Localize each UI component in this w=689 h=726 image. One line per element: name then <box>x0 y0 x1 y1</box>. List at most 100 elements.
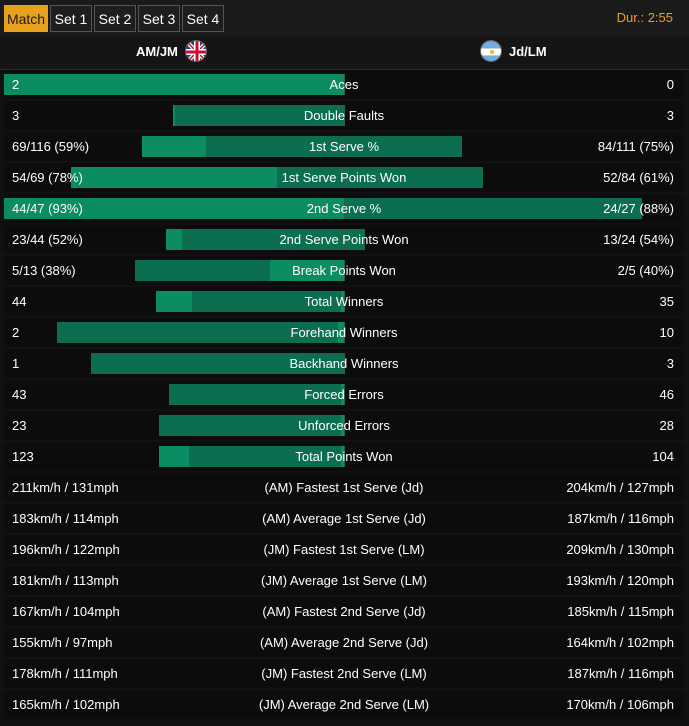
center-divider <box>344 105 345 126</box>
right-value: 104 <box>652 449 674 464</box>
right-value: 13/24 (54%) <box>603 232 674 247</box>
tab-bar: Match Set 1 Set 2 Set 3 Set 4 Dur.: 2:55 <box>0 0 689 37</box>
speed-label: (JM) Average 1st Serve (LM) <box>261 573 427 588</box>
right-value: 46 <box>659 387 674 402</box>
tab-set-4[interactable]: Set 4 <box>182 5 224 32</box>
serve-speed-row: 165km/h / 102mph (JM) Average 2nd Serve (… <box>4 690 684 719</box>
serve-speed-row: 167km/h / 104mph (AM) Fastest 2nd Serve (… <box>4 597 684 626</box>
stat-row: 23/44 (52%) 2nd Serve Points Won 13/24 (54… <box>4 225 684 254</box>
left-speed: 211km/h / 131mph <box>12 480 119 495</box>
right-bar <box>192 291 341 312</box>
left-speed: 167km/h / 104mph <box>12 604 120 619</box>
stat-row: 43 Forced Errors 46 <box>4 380 684 409</box>
center-divider <box>344 291 345 312</box>
tab-match[interactable]: Match <box>4 5 48 32</box>
center-divider <box>344 198 345 219</box>
right-value: 24/27 (88%) <box>603 201 674 216</box>
stat-label: Backhand Winners <box>289 356 399 371</box>
stat-label: Forced Errors <box>304 387 384 402</box>
left-value: 23/44 (52%) <box>12 232 83 247</box>
players-header: AM/JM Jd/LM <box>0 36 689 70</box>
center-divider <box>344 384 345 405</box>
right-bar <box>159 415 341 436</box>
stat-label: Unforced Errors <box>298 418 390 433</box>
right-speed: 187km/h / 116mph <box>567 666 674 681</box>
stat-label: 1st Serve % <box>308 139 380 154</box>
stat-row: 54/69 (78%) 1st Serve Points Won 52/84 (61… <box>4 163 684 192</box>
serve-speed-row: 155km/h / 97mph (AM) Average 2nd Serve (J… <box>4 628 684 657</box>
right-speed: 187km/h / 116mph <box>567 511 674 526</box>
right-bar <box>175 105 344 126</box>
right-value: 35 <box>659 294 674 309</box>
stat-row: 1 Backhand Winners 3 <box>4 349 684 378</box>
serve-speed-row: 196km/h / 122mph (JM) Fastest 1st Serve (… <box>4 535 684 564</box>
stat-row: 23 Unforced Errors 28 <box>4 411 684 440</box>
left-speed: 196km/h / 122mph <box>12 542 120 557</box>
left-bar <box>4 74 344 95</box>
speed-label: (JM) Average 2nd Serve (LM) <box>258 697 430 712</box>
left-value: 23 <box>12 418 27 433</box>
right-speed: 209km/h / 130mph <box>566 542 674 557</box>
serve-speed-row: 178km/h / 111mph (JM) Fastest 2nd Serve (… <box>4 659 684 688</box>
left-bar <box>71 167 344 188</box>
center-divider <box>344 229 345 250</box>
right-speed: 170km/h / 106mph <box>566 697 674 712</box>
tab-set-2[interactable]: Set 2 <box>94 5 136 32</box>
stat-label: 2nd Serve Points Won <box>279 232 409 247</box>
speed-label: (AM) Fastest 2nd Serve (Jd) <box>262 604 426 619</box>
center-divider <box>344 260 345 281</box>
center-divider <box>344 136 345 157</box>
stat-label: Forehand Winners <box>290 325 398 340</box>
right-player-name: Jd/LM <box>509 44 547 59</box>
center-divider <box>344 167 345 188</box>
left-value: 1 <box>12 356 20 371</box>
left-value: 44/47 (93%) <box>12 201 83 216</box>
tab-set-3[interactable]: Set 3 <box>138 5 180 32</box>
right-bar <box>206 136 462 157</box>
serve-speed-row: 181km/h / 113mph (JM) Average 1st Serve (… <box>4 566 684 595</box>
stat-label: Aces <box>329 77 359 92</box>
right-bar <box>344 198 642 219</box>
left-value: 69/116 (59%) <box>12 139 90 154</box>
speed-label: (AM) Average 2nd Serve (Jd) <box>259 635 429 650</box>
right-speed: 193km/h / 120mph <box>566 573 674 588</box>
speed-label: (JM) Fastest 1st Serve (LM) <box>263 542 425 557</box>
left-speed: 178km/h / 111mph <box>12 666 118 681</box>
speed-label: (AM) Average 1st Serve (Jd) <box>262 511 426 526</box>
right-speed: 164km/h / 102mph <box>566 635 674 650</box>
right-speed: 185km/h / 115mph <box>567 604 674 619</box>
stat-row: 3 Double Faults 3 <box>4 101 684 130</box>
left-bar <box>4 198 344 219</box>
right-bar <box>169 384 341 405</box>
right-value: 3 <box>666 108 674 123</box>
left-value: 2 <box>12 325 20 340</box>
right-value: 84/111 (75%) <box>597 139 674 154</box>
stat-row: 2 Forehand Winners 10 <box>4 318 684 347</box>
stat-label: Total Points Won <box>295 449 393 464</box>
left-value: 43 <box>12 387 27 402</box>
left-speed: 165km/h / 102mph <box>12 697 120 712</box>
center-divider <box>344 322 345 343</box>
left-value: 54/69 (78%) <box>12 170 83 185</box>
right-bar <box>182 229 365 250</box>
right-value: 52/84 (61%) <box>603 170 674 185</box>
right-value: 28 <box>659 418 674 433</box>
center-divider <box>344 415 345 436</box>
center-divider <box>344 446 345 467</box>
center-divider <box>344 353 345 374</box>
left-player-name: AM/JM <box>136 44 178 59</box>
tab-set-1[interactable]: Set 1 <box>50 5 92 32</box>
stat-label: Total Winners <box>304 294 384 309</box>
argentina-flag-icon <box>480 40 502 62</box>
right-bar <box>189 446 341 467</box>
right-bar <box>277 167 483 188</box>
right-bar <box>57 322 338 343</box>
right-value: 0 <box>666 77 674 92</box>
center-divider <box>344 74 345 95</box>
left-speed: 155km/h / 97mph <box>12 635 113 650</box>
serve-speed-row: 183km/h / 114mph (AM) Average 1st Serve (… <box>4 504 684 533</box>
stat-label: Break Points Won <box>292 263 396 278</box>
right-value: 3 <box>666 356 674 371</box>
right-value: 10 <box>659 325 674 340</box>
right-bar <box>135 260 270 281</box>
